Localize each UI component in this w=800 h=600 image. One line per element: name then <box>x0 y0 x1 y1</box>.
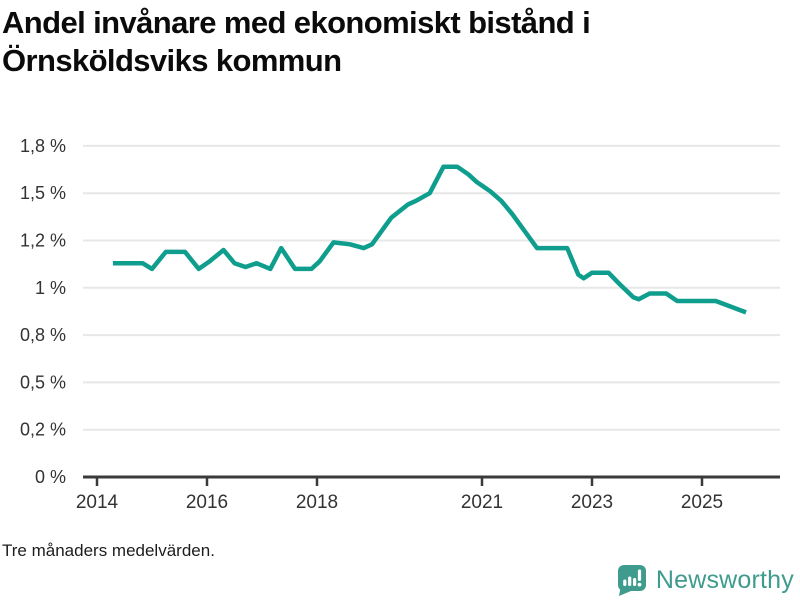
y-tick-label: 1,5 % <box>20 183 66 203</box>
y-tick-label: 1,2 % <box>20 231 66 251</box>
y-tick-label: 0 % <box>35 467 66 487</box>
x-axis <box>83 475 780 486</box>
line-chart: 0 % 0,2 % 0,5 % 0,8 % 1 % 1,2 % 1,5 % 1,8 % 2014… <box>20 136 780 513</box>
chart-title-line1: Andel invånare med ekonomiskt bistånd i <box>2 5 591 40</box>
x-tick-label: 2025 <box>681 492 723 513</box>
y-axis-labels: 0 % 0,2 % 0,5 % 0,8 % 1 % 1,2 % 1,5 % 1,8 % <box>20 136 66 487</box>
chart-title-line2: Örnsköldsviks kommun <box>2 43 342 78</box>
y-tick-label: 1 % <box>35 278 66 298</box>
x-tick-label: 2023 <box>571 492 613 513</box>
y-tick-label: 0,8 % <box>20 325 66 345</box>
y-tick-label: 1,8 % <box>20 136 66 156</box>
newsworthy-logo-icon <box>617 565 646 596</box>
chart-title: Andel invånare med ekonomiskt bistånd i … <box>2 4 782 80</box>
x-tick-label: 2016 <box>186 492 228 513</box>
y-tick-label: 0,5 % <box>20 372 66 392</box>
x-tick-label: 2021 <box>461 492 503 513</box>
newsworthy-wordmark: Newsworthy <box>655 565 794 594</box>
chart-footnote: Tre månaders medelvärden. <box>2 541 215 560</box>
x-tick-label: 2014 <box>76 492 119 513</box>
x-tick-label: 2018 <box>296 492 338 513</box>
y-tick-label: 0,2 % <box>20 420 66 440</box>
newsworthy-branding: Newsworthy <box>615 563 794 597</box>
data-line <box>112 164 747 315</box>
x-axis-labels: 2014 2016 2018 2021 2023 2025 <box>76 492 723 513</box>
